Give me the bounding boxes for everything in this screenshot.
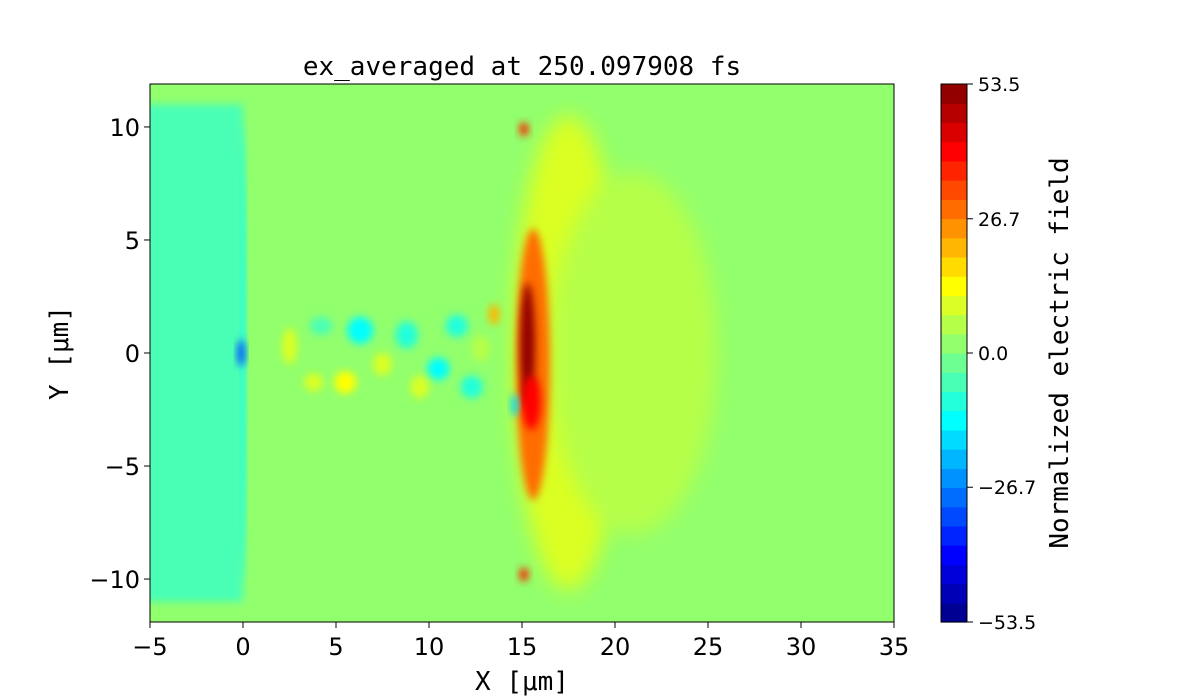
colorbar-tick-label: 26.7 xyxy=(978,209,1020,231)
heatmap-blob xyxy=(309,316,333,335)
heatmap-area xyxy=(150,84,894,622)
heatmap-outer-glow xyxy=(549,172,718,534)
heatmap-blob xyxy=(460,375,483,399)
x-axis-label: X [μm] xyxy=(475,667,569,697)
colorbar-tick-label: 53.5 xyxy=(978,74,1020,96)
heatmap-front-red-lower xyxy=(522,375,541,430)
y-tick-label: −5 xyxy=(105,453,140,481)
colorbar-level xyxy=(941,218,967,239)
colorbar-level xyxy=(941,564,967,585)
colorbar-level xyxy=(941,487,967,508)
x-tick-label: 15 xyxy=(507,633,538,661)
heatmap-rear-blue-spot xyxy=(237,339,245,367)
colorbar-level xyxy=(941,141,967,162)
x-tick-label: 30 xyxy=(786,633,817,661)
colorbar-level xyxy=(941,410,967,431)
colorbar-tick-label: 0.0 xyxy=(978,343,1008,365)
heatmap-blob xyxy=(488,304,500,325)
y-tick-label: 0 xyxy=(125,340,140,368)
colorbar-level xyxy=(941,391,967,412)
heatmap-front-tip-bottom xyxy=(519,567,529,582)
x-tick-label: 35 xyxy=(879,633,910,661)
y-tick-label: 10 xyxy=(109,114,140,142)
colorbar-level xyxy=(941,429,967,450)
colorbar-tick-label: −26.7 xyxy=(978,477,1036,499)
colorbar-level xyxy=(941,314,967,335)
colorbar-label: Normalized electric field xyxy=(1045,157,1075,548)
heatmap-blob xyxy=(373,353,392,376)
colorbar-level xyxy=(941,256,967,277)
heatmap-blob xyxy=(427,357,450,381)
colorbar-level xyxy=(941,160,967,181)
colorbar-level xyxy=(941,372,967,393)
heatmap-blob xyxy=(410,375,430,399)
colorbar-level xyxy=(941,506,967,527)
x-tick-label: 5 xyxy=(328,633,343,661)
y-tick-label: −10 xyxy=(89,566,140,594)
colorbar-level xyxy=(941,103,967,124)
heatmap-blob xyxy=(471,334,491,363)
heatmap-blob xyxy=(445,314,469,338)
x-tick-label: 20 xyxy=(600,633,631,661)
colorbar-level xyxy=(941,276,967,296)
colorbar-level xyxy=(941,468,967,489)
colorbar-level xyxy=(941,237,967,258)
chart-title: ex_averaged at 250.097908 fs xyxy=(303,52,741,82)
colorbar-level xyxy=(941,122,967,143)
colorbar-level xyxy=(941,545,967,565)
colorbar-level xyxy=(941,180,967,200)
colorbar-level xyxy=(941,583,967,604)
y-tick-label: 5 xyxy=(125,227,140,255)
heatmap-blob xyxy=(334,371,357,394)
x-tick-label: 25 xyxy=(693,633,724,661)
colorbar-level xyxy=(941,84,967,104)
x-tick-label: 10 xyxy=(414,633,445,661)
heatmap-front-cyan-edge-low xyxy=(510,393,519,417)
colorbar-level xyxy=(941,525,967,546)
colorbar xyxy=(941,84,967,623)
heatmap-blob xyxy=(282,328,297,365)
colorbar-level xyxy=(941,295,967,316)
heatmap-front-tip-top xyxy=(519,122,529,136)
x-tick-label: −5 xyxy=(132,633,167,661)
colorbar-level xyxy=(941,449,967,469)
heatmap-left-region xyxy=(150,104,243,602)
heatmap-blob xyxy=(347,316,374,344)
colorbar-level xyxy=(941,333,967,354)
heatmap-blob xyxy=(304,373,323,392)
colorbar-tick-label: −53.5 xyxy=(978,612,1036,634)
y-axis-label: Y [μm] xyxy=(45,306,75,400)
colorbar-level xyxy=(941,353,967,373)
x-tick-label: 0 xyxy=(235,633,250,661)
heatmap-blob xyxy=(395,321,418,349)
colorbar-level xyxy=(941,602,967,623)
colorbar-level xyxy=(941,199,967,220)
